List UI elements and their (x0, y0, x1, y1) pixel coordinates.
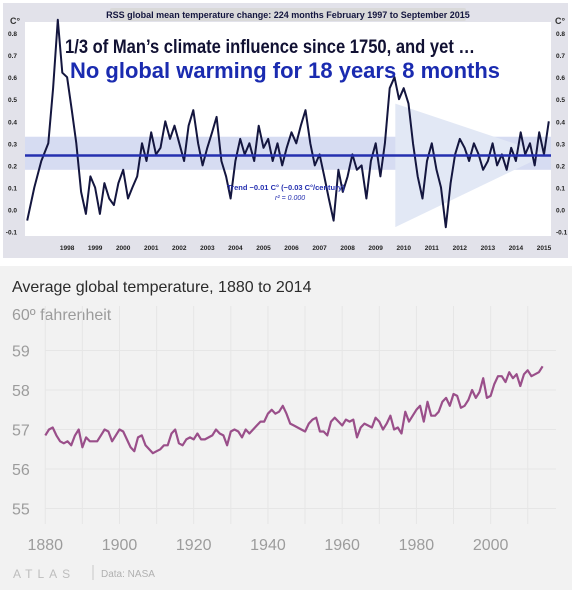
rss-series-layer (25, 18, 551, 229)
atlas-x-tick: 1960 (324, 537, 360, 554)
rss-x-tick: 2010 (396, 245, 411, 252)
rss-y-tick-left: 0.1 (8, 185, 17, 192)
rss-y-tick-right: 0.6 (556, 75, 565, 82)
atlas-chart: Average global temperature, 1880 to 2014… (0, 266, 572, 590)
atlas-x-tick: 1940 (250, 537, 286, 554)
rss-series-line (26, 18, 550, 229)
rss-y-tick-right: 0.8 (556, 31, 565, 38)
atlas-x-tick: 1880 (27, 537, 63, 554)
rss-y-tick-left: 0.0 (8, 208, 17, 215)
atlas-x-tick: 1920 (176, 537, 212, 554)
atlas-y-tick: 58 (12, 383, 30, 400)
rss-y-tick-left: 0.5 (8, 97, 17, 104)
rss-y-tick-left: 0.3 (8, 141, 17, 148)
atlas-data-source: Data: NASA (101, 569, 155, 580)
atlas-x-ticks: 1880 1900 1920 1940 1960 1980 2000 (27, 537, 508, 554)
rss-title: RSS global mean temperature change: 224 … (106, 10, 470, 20)
rss-x-tick: 2008 (340, 245, 355, 252)
rss-y-tick-left: 0.4 (8, 119, 17, 126)
atlas-x-tick: 1980 (399, 537, 435, 554)
rss-y-tick-right: -0.1 (556, 230, 568, 237)
rss-y-tick-left: 0.2 (8, 163, 17, 170)
rss-x-tick: 2001 (144, 245, 159, 252)
rss-x-tick: 2002 (172, 245, 187, 252)
rss-x-tick: 1999 (88, 245, 103, 252)
atlas-title: Average global temperature, 1880 to 2014 (12, 279, 312, 296)
atlas-footer: ATLAS Data: NASA (13, 565, 155, 581)
rss-x-tick: 2005 (256, 245, 271, 252)
rss-x-tick: 2006 (284, 245, 299, 252)
rss-x-ticks: 1998 1999 2000 2001 2002 2003 2004 2005 2006 2007… (60, 245, 552, 252)
atlas-y-ticks: 59 58 57 56 55 (12, 344, 30, 519)
rss-x-tick: 2004 (228, 245, 243, 252)
rss-x-tick: 2014 (509, 245, 524, 252)
rss-y-axis-label-left: C° (10, 16, 20, 26)
rss-x-tick: 2012 (453, 245, 468, 252)
rss-x-tick: 2000 (116, 245, 131, 252)
rss-y-tick-right: 0.0 (556, 208, 565, 215)
rss-x-tick: 1998 (60, 245, 75, 252)
rss-y-axis-label-right: C° (555, 16, 565, 26)
rss-y-tick-right: 0.4 (556, 119, 565, 126)
rss-r2-label: r² = 0.000 (275, 195, 305, 202)
rss-y-tick-right: 0.3 (556, 141, 565, 148)
rss-y-tick-right: 0.2 (556, 163, 565, 170)
rss-x-tick: 2013 (481, 245, 496, 252)
rss-x-tick: 2003 (200, 245, 215, 252)
atlas-series-line (44, 365, 544, 455)
rss-y-tick-left: 0.8 (8, 31, 17, 38)
atlas-x-tick: 2000 (473, 537, 509, 554)
atlas-brand-logo: ATLAS (13, 567, 75, 581)
rss-y-tick-left: 0.6 (8, 75, 17, 82)
rss-y-tick-left: 0.7 (8, 53, 17, 60)
rss-y-tick-left: -0.1 (6, 230, 18, 237)
atlas-y-tick: 59 (12, 344, 30, 361)
rss-y-ticks: 0.8 0.8 0.7 0.7 0.6 0.6 0.5 0.5 0.4 0.4 0.3 0.3 0.2 0… (6, 31, 568, 237)
atlas-background (0, 266, 572, 590)
trend-arrow-shape (395, 103, 547, 228)
rss-headline-1: 1/3 of Man’s climate influence since 175… (65, 37, 475, 58)
rss-trend-label: Trend −0.01 C° (−0.03 C°/century) (227, 183, 345, 192)
rss-chart: RSS global mean temperature change: 224 … (3, 3, 568, 258)
rss-y-tick-right: 0.5 (556, 97, 565, 104)
atlas-y-tick: 55 (12, 502, 30, 519)
rss-title-bar (110, 8, 466, 21)
atlas-series-layer (44, 365, 544, 455)
atlas-y-axis-label: 60º fahrenheit (12, 307, 112, 324)
atlas-x-tick: 1900 (102, 537, 138, 554)
rss-y-tick-right: 0.1 (556, 185, 565, 192)
rss-x-tick: 2015 (537, 245, 552, 252)
atlas-y-tick: 57 (12, 423, 30, 440)
rss-y-tick-right: 0.7 (556, 53, 565, 60)
rss-x-tick: 2009 (368, 245, 383, 252)
atlas-y-tick: 56 (12, 462, 30, 479)
rss-x-tick: 2007 (312, 245, 327, 252)
rss-headline-2: No global warming for 18 years 8 months (70, 58, 500, 83)
rss-x-tick: 2011 (425, 245, 439, 252)
